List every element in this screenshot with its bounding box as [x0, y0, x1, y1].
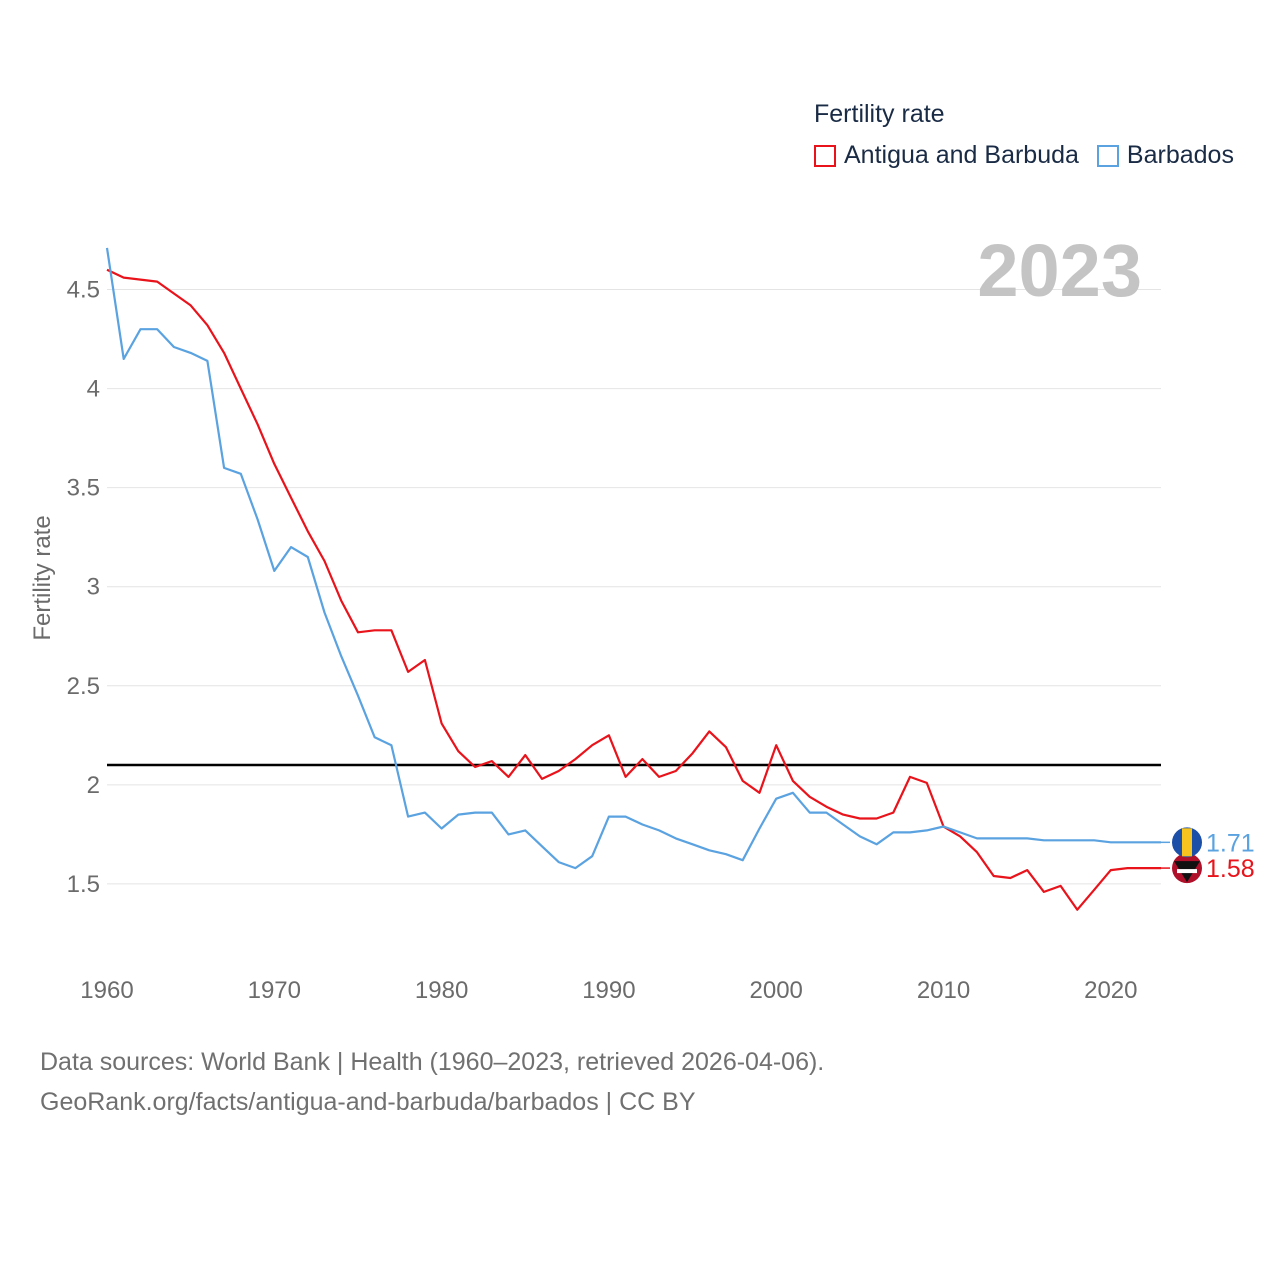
- y-tick-label: 2: [87, 772, 100, 799]
- y-tick-label: 1.5: [67, 871, 100, 898]
- legend-swatch-antigua: [814, 144, 836, 167]
- legend-label-antigua: Antigua and Barbuda: [844, 141, 1079, 169]
- series-line-antigua[interactable]: [106, 268, 1161, 911]
- legend: Fertility rate Antigua and Barbuda Barba…: [814, 100, 1252, 170]
- legend-title: Fertility rate: [814, 100, 945, 128]
- y-axis-label: Fertility rate: [29, 515, 56, 640]
- legend-item-barbados[interactable]: Barbados: [1096, 141, 1234, 170]
- end-value-label: 1.58: [1206, 855, 1255, 883]
- x-tick-label: 2020: [1084, 977, 1137, 1004]
- x-tick-label: 1990: [582, 977, 635, 1004]
- flag-stripe: [1182, 828, 1192, 857]
- footer: Data sources: World Bank | Health (1960–…: [40, 1042, 824, 1122]
- x-tick-label: 1980: [415, 977, 468, 1004]
- x-tick-label: 2000: [750, 977, 803, 1004]
- x-tick-label: 2010: [917, 977, 970, 1004]
- y-tick-label: 3.5: [67, 475, 100, 502]
- legend-swatch-barbados: [1096, 144, 1119, 167]
- x-tick-label: 1960: [80, 977, 133, 1004]
- y-tick-label: 4.5: [67, 277, 100, 304]
- legend-label-barbados: Barbados: [1126, 141, 1234, 169]
- y-tick-label: 3: [87, 574, 100, 601]
- y-tick-label: 2.5: [67, 673, 100, 700]
- source-url-text[interactable]: GeoRank.org/facts/antigua-and-barbuda/ba…: [40, 1088, 696, 1116]
- year-label: 2023: [977, 229, 1142, 312]
- y-tick-label: 4: [87, 376, 100, 403]
- flag-stripe: [1177, 869, 1197, 874]
- end-value-label: 1.71: [1206, 829, 1255, 857]
- data-sources-text: Data sources: World Bank | Health (1960–…: [40, 1048, 825, 1076]
- x-tick-label: 1970: [248, 977, 301, 1004]
- legend-item-antigua[interactable]: Antigua and Barbuda: [814, 141, 1079, 170]
- series-line-barbados[interactable]: [105, 247, 1161, 870]
